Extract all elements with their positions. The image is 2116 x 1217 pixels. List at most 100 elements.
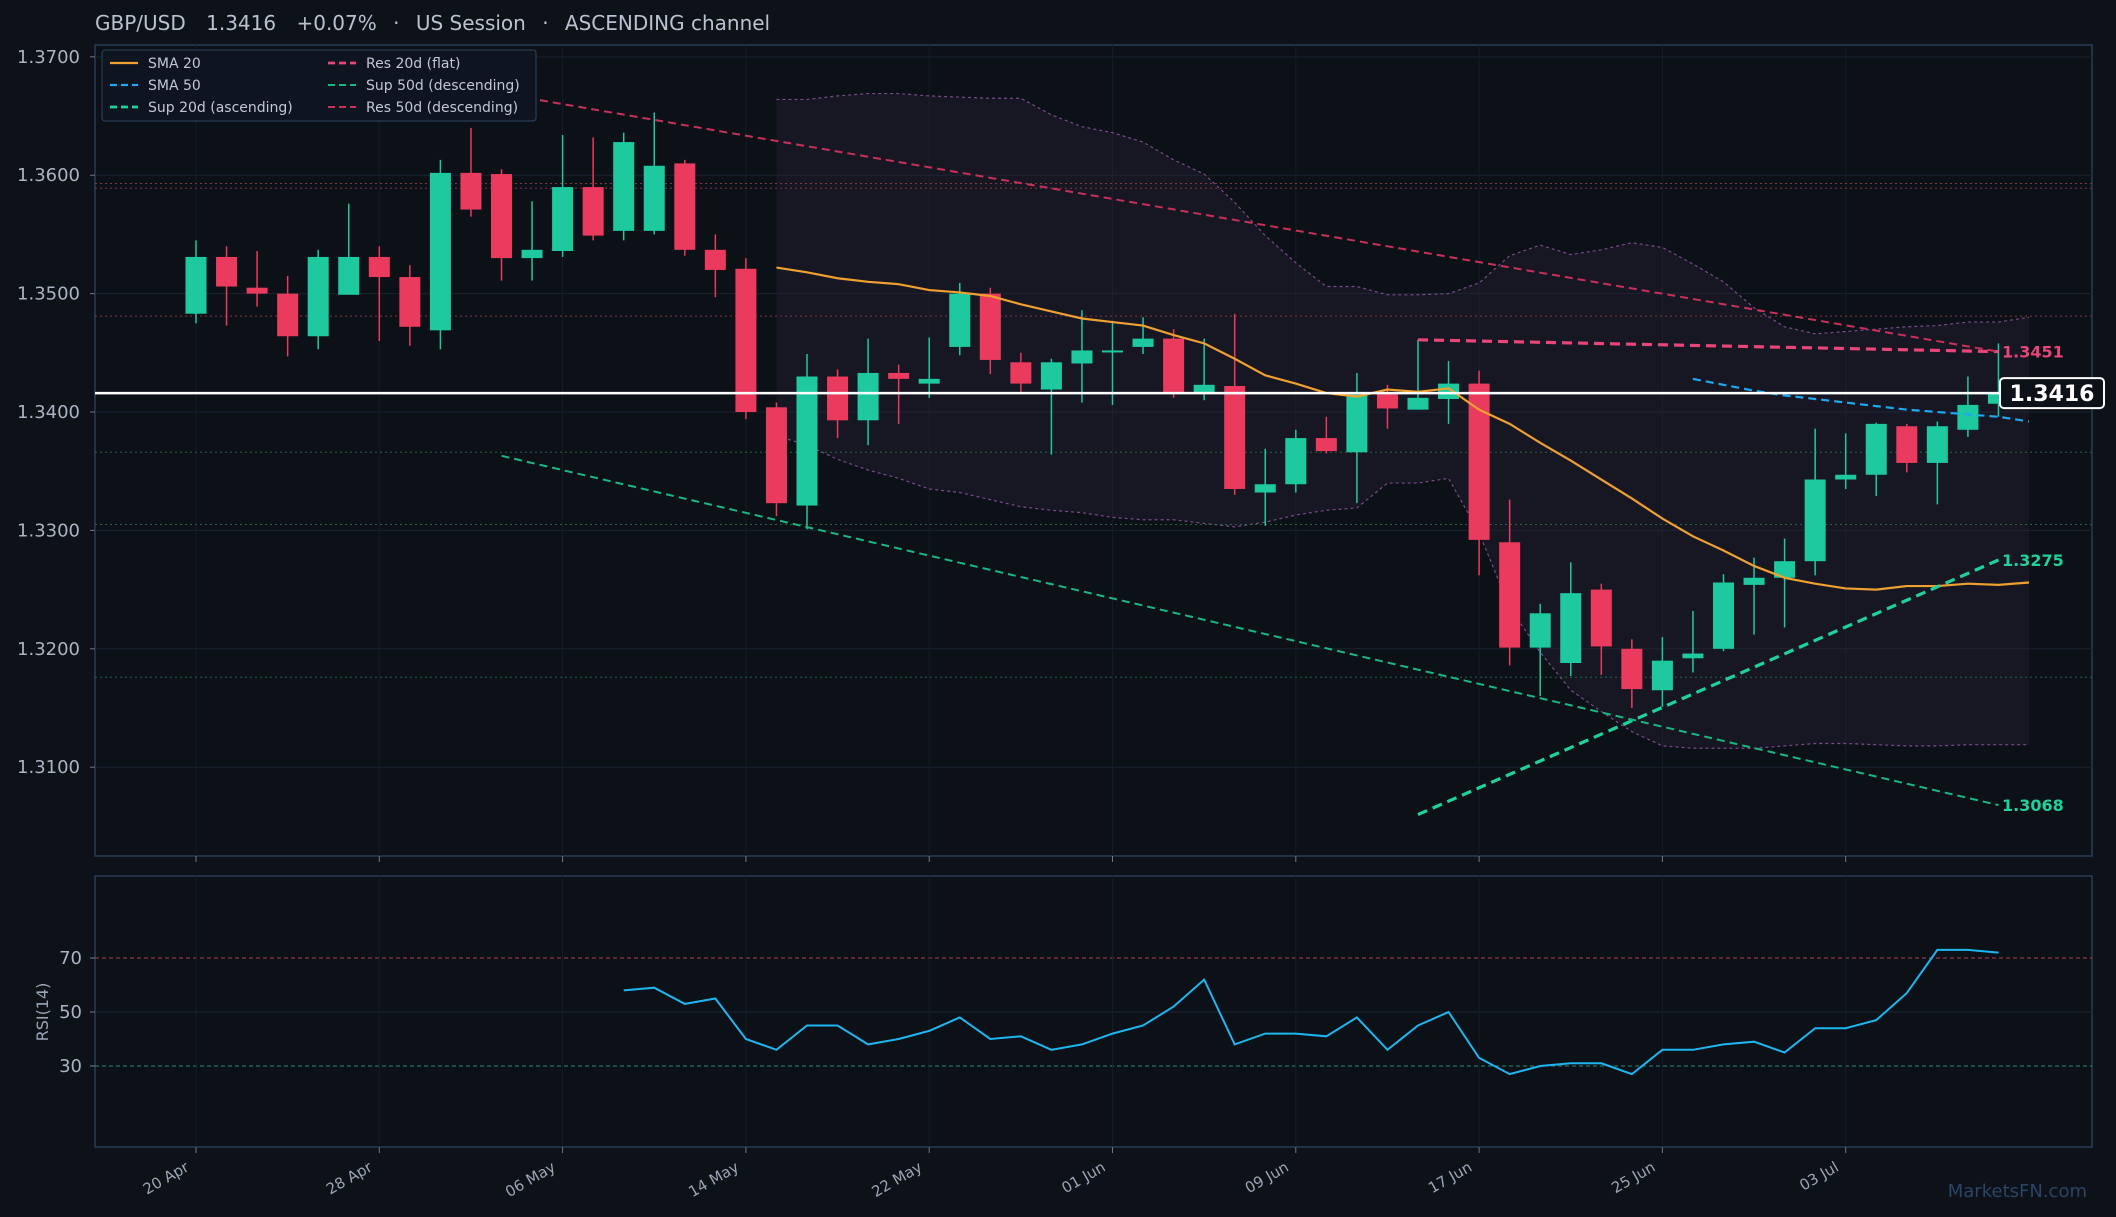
price-grid <box>95 45 2092 856</box>
chart-title: GBP/USD 1.3416 +0.07% · US Session · ASC… <box>95 11 770 35</box>
candle-body <box>1285 438 1307 485</box>
series-res-50d-descending- <box>501 92 1999 353</box>
level-label: 1.3275 <box>2002 551 2064 570</box>
watermark: MarketsFN.com <box>1948 1181 2087 1202</box>
rsi-tick-label: 30 <box>59 1056 82 1077</box>
bollinger-lower <box>776 435 2029 749</box>
candle-body <box>1682 653 1704 659</box>
candle-body <box>674 163 696 250</box>
legend-label: Sup 20d (ascending) <box>148 100 293 116</box>
candle-body <box>796 376 818 506</box>
candle-body <box>1071 350 1093 364</box>
candle-body <box>460 172 482 210</box>
candle-body <box>1896 426 1918 463</box>
series-sma-50 <box>1692 377 2030 423</box>
candle-body <box>1010 362 1032 384</box>
candle-body <box>552 187 574 252</box>
candle-body <box>1957 404 1979 430</box>
candle-body <box>918 378 940 384</box>
candle-body <box>1835 474 1857 480</box>
candle-body <box>1560 593 1582 664</box>
legend-label: Sup 50d (descending) <box>366 78 520 94</box>
last-price-tag <box>1999 377 2105 410</box>
y-tick-label: 1.3400 <box>17 402 80 423</box>
series-sma-20 <box>776 266 2030 591</box>
candle-body <box>1804 479 1826 562</box>
candle-body <box>1132 338 1154 347</box>
candle-body <box>1376 394 1398 409</box>
session-label: US Session <box>416 11 526 35</box>
candle-body <box>857 372 879 421</box>
legend-label: Res 50d (descending) <box>366 100 518 116</box>
candle-body <box>1865 423 1887 475</box>
indicator-lines <box>501 92 2030 817</box>
y-tick-label: 1.3500 <box>17 284 80 305</box>
candle-body <box>765 407 787 504</box>
series-res-20d-flat- <box>1417 338 1999 354</box>
price-axis: 1.3100 1.3200 1.3300 1.3400 1.3500 1.3600 1.37… <box>17 47 95 778</box>
rsi-axis-label: RSI(14) <box>33 983 52 1042</box>
legend-label: SMA 20 <box>148 56 201 72</box>
last-price-line: 1.3416 <box>95 377 2105 410</box>
y-tick-label: 1.3300 <box>17 520 80 541</box>
rsi-tick-label: 50 <box>59 1002 82 1023</box>
candle-body <box>216 256 238 287</box>
candle-body <box>827 376 849 421</box>
legend-label: Res 20d (flat) <box>366 56 460 72</box>
candle-body <box>1713 582 1734 649</box>
candle-body <box>704 249 726 270</box>
candle-body <box>949 293 971 347</box>
candle-body <box>613 142 635 231</box>
candle-body <box>1102 350 1123 353</box>
candle-body <box>1468 383 1490 540</box>
price-panel: 1.3416 1.31001.32001.33001.34001.35001.3… <box>17 44 2105 857</box>
candle-body <box>643 165 665 231</box>
rsi-panel: 30 50 70 RSI(14) <box>33 875 2093 1148</box>
candle-body <box>1407 397 1429 410</box>
candle-body <box>429 172 451 331</box>
legend-box <box>101 49 537 122</box>
series-sup-20d-ascending- <box>1417 558 2000 817</box>
candle-body <box>582 187 604 236</box>
y-tick-label: 1.3700 <box>17 47 80 68</box>
price-label: 1.3416 <box>206 11 276 35</box>
candle-body <box>1163 338 1185 394</box>
level-labels: 1.3451 1.3275 1.3068 <box>2002 343 2064 815</box>
level-label: 1.3451 <box>2002 343 2064 362</box>
last-price-value: 1.3416 <box>2010 382 2095 407</box>
candle-body <box>1040 362 1062 390</box>
candle-body <box>735 268 757 413</box>
series-sup-50d-descending- <box>501 454 1999 807</box>
candle-body <box>246 287 268 294</box>
channel-label: ASCENDING channel <box>565 11 770 35</box>
candle-body <box>277 293 299 337</box>
rsi-line <box>623 948 1999 1076</box>
candle-body <box>1438 383 1460 399</box>
level-label: 1.3068 <box>2002 796 2064 815</box>
price-panel-frame <box>94 44 2093 857</box>
separator: · <box>542 11 548 35</box>
separator: · <box>393 11 399 35</box>
candle-body <box>1315 438 1337 452</box>
candle-body <box>399 277 421 327</box>
candle-body <box>1346 394 1368 453</box>
candles <box>185 112 2009 709</box>
y-tick-label: 1.3100 <box>17 757 80 778</box>
pair-label: GBP/USD <box>95 11 186 35</box>
legend: SMA 20 SMA 50 Sup 20d (ascending) Res 20d (… <box>101 49 537 122</box>
legend-label: SMA 50 <box>148 78 201 94</box>
candle-body <box>1193 384 1215 394</box>
y-tick-label: 1.3600 <box>17 165 80 186</box>
candle-body <box>1743 577 1765 585</box>
candle-body <box>521 249 543 259</box>
candle-body <box>1621 648 1643 690</box>
candle-body <box>338 256 360 295</box>
candle-body <box>491 174 512 259</box>
candle-body <box>1499 542 1521 648</box>
candle-body <box>1224 385 1246 489</box>
candle-body <box>1529 613 1551 648</box>
candle-body <box>1926 426 1948 463</box>
candle-body <box>368 256 390 278</box>
candle-body <box>1254 484 1276 493</box>
